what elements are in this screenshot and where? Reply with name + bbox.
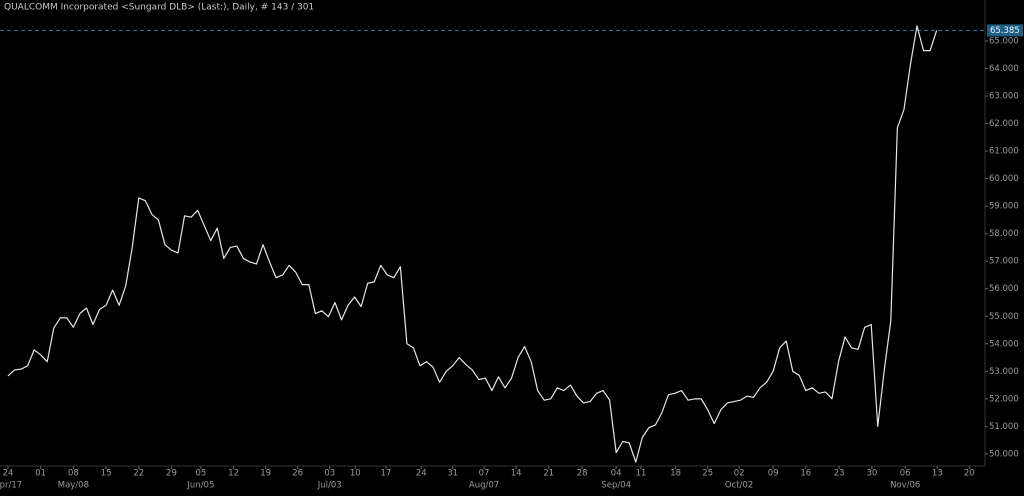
y-tick-label: 61.000 [989, 147, 1019, 157]
y-tick-label: 59.000 [989, 202, 1019, 212]
last-price-label: 65.385 [990, 26, 1020, 36]
x-tick-label: 23 [834, 469, 845, 479]
y-tick-label: 64.000 [989, 64, 1019, 74]
x-major-label: Jul/03 [317, 481, 342, 491]
x-tick-label: 29 [166, 469, 177, 479]
x-major-label: Oct/02 [725, 481, 753, 491]
x-tick-label: 25 [702, 469, 713, 479]
x-tick-label: 10 [350, 469, 361, 479]
x-major-label: Sep/04 [601, 481, 631, 491]
x-tick-label: 04 [611, 469, 622, 479]
y-tick-label: 65.000 [989, 37, 1019, 47]
last-price-box [987, 24, 1023, 37]
x-tick-label: 05 [195, 469, 206, 479]
x-tick-label: 15 [101, 469, 112, 479]
y-tick-label: 54.000 [989, 339, 1019, 349]
x-major-label: Aug/07 [469, 481, 499, 491]
y-tick-label: 62.000 [989, 119, 1019, 129]
x-tick-label: 07 [479, 469, 490, 479]
x-tick-label: 02 [734, 469, 745, 479]
x-tick-label: 18 [670, 469, 681, 479]
y-tick-label: 56.000 [989, 284, 1019, 294]
x-tick-label: 19 [260, 469, 271, 479]
x-tick-label: 17 [381, 469, 392, 479]
x-tick-label: 20 [964, 469, 975, 479]
x-tick-label: 26 [292, 469, 303, 479]
x-tick-label: 24 [3, 469, 14, 479]
x-tick-label: 11 [636, 469, 647, 479]
x-major-label: Apr/17 [0, 481, 22, 491]
chart-title: QUALCOMM Incorporated <Sungard DLB> (Las… [4, 3, 314, 13]
y-tick-label: 60.000 [989, 174, 1019, 184]
x-tick-label: 21 [543, 469, 554, 479]
x-tick-label: 09 [768, 469, 779, 479]
y-tick-label: 53.000 [989, 367, 1019, 377]
x-major-label: May/08 [58, 481, 89, 491]
x-tick-label: 22 [133, 469, 144, 479]
x-major-label: Jun/05 [186, 481, 214, 491]
x-tick-label: 16 [800, 469, 811, 479]
y-tick-label: 55.000 [989, 312, 1019, 322]
y-tick-label: 57.000 [989, 257, 1019, 267]
x-tick-label: 30 [866, 469, 877, 479]
x-tick-label: 24 [416, 469, 427, 479]
x-tick-label: 14 [511, 469, 522, 479]
y-tick-label: 52.000 [989, 394, 1019, 404]
y-tick-label: 58.000 [989, 229, 1019, 239]
y-tick-label: 50.000 [989, 449, 1019, 459]
x-tick-label: 08 [68, 469, 79, 479]
price-line [7, 25, 938, 463]
x-tick-label: 28 [577, 469, 588, 479]
x-tick-label: 13 [932, 469, 943, 479]
x-major-label: Nov/06 [890, 481, 920, 491]
x-tick-label: 01 [35, 469, 46, 479]
x-tick-label: 06 [900, 469, 911, 479]
x-tick-label: 03 [324, 469, 335, 479]
y-tick-label: 51.000 [989, 422, 1019, 432]
y-tick-label: 63.000 [989, 92, 1019, 102]
x-tick-label: 12 [228, 469, 239, 479]
x-tick-label: 31 [447, 469, 458, 479]
